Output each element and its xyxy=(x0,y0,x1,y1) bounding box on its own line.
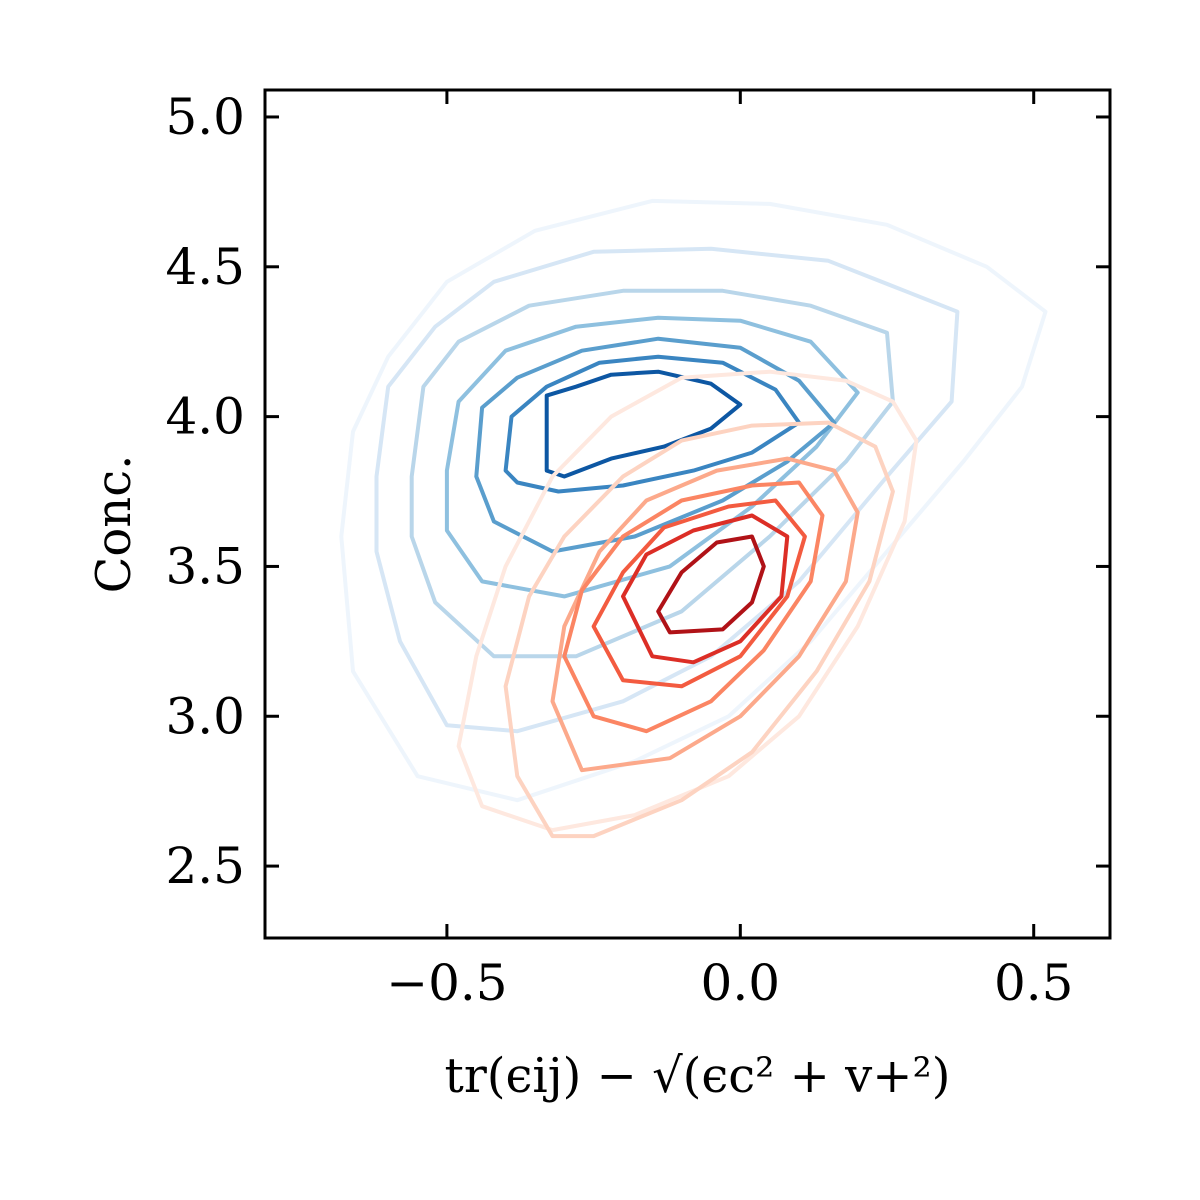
contour-blues-level-7 xyxy=(544,369,743,479)
contour-reds-level-2 xyxy=(503,420,895,839)
y-tick-label: 3.5 xyxy=(165,537,245,595)
contour-blues-level-5 xyxy=(474,336,837,554)
contour-reds-level-6 xyxy=(621,513,790,665)
contour-blues-level-1 xyxy=(339,198,1048,803)
y-tick-label: 4.5 xyxy=(165,238,245,296)
x-axis-label: tr(ϵij) − √(ϵc² + v+²) xyxy=(445,1048,951,1104)
x-tick-label: −0.5 xyxy=(386,954,507,1012)
y-tick-label: 5.0 xyxy=(165,88,245,146)
y-tick-label: 3.0 xyxy=(165,687,245,745)
contour-blues-level-4 xyxy=(444,315,860,599)
contour-reds-level-1 xyxy=(456,369,919,833)
y-tick-label: 2.5 xyxy=(165,837,245,895)
x-tick-label: 0.5 xyxy=(994,954,1074,1012)
contour-lines xyxy=(339,198,1048,839)
plot-frame xyxy=(263,88,1112,940)
y-axis-label: Conc. xyxy=(86,455,142,594)
contour-blues-level-2 xyxy=(374,246,960,734)
contour-blues-level-6 xyxy=(503,354,801,494)
axis-ticks xyxy=(265,90,1110,938)
contour-reds-level-4 xyxy=(562,480,825,734)
x-tick-label: 0.0 xyxy=(701,954,781,1012)
contour-reds-level-5 xyxy=(591,498,807,689)
contour-reds-level-3 xyxy=(550,456,860,773)
tick-labels: −0.5 0.0 0.5 2.5 3.0 3.5 4.0 4.5 5.0 xyxy=(165,88,1073,1012)
contour-blues-level-3 xyxy=(409,288,895,659)
contour-reds-level-7 xyxy=(656,534,766,635)
y-tick-label: 4.0 xyxy=(165,388,245,446)
